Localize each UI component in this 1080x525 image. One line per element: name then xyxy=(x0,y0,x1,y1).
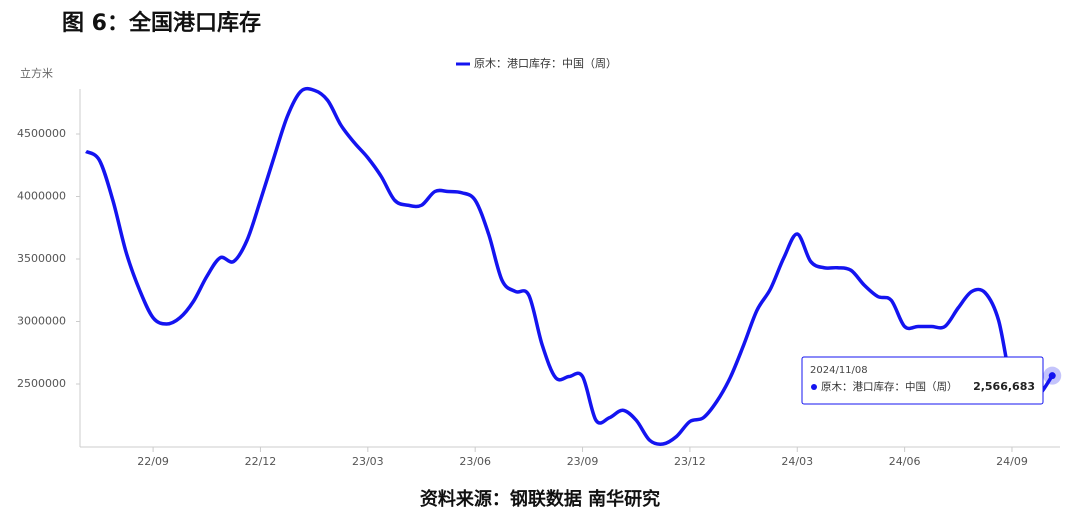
hover-point xyxy=(1048,372,1056,380)
y-tick-label: 3500000 xyxy=(17,252,66,265)
tooltip-value: 2,566,683 xyxy=(973,380,1035,393)
tooltip-marker xyxy=(811,384,817,390)
tooltip: 2024/11/08 原木：港口库存：中国（周） 2,566,683 xyxy=(801,356,1044,405)
chart-title: 图 6：全国港口库存 xyxy=(62,10,261,36)
source-note: 资料来源：钢联数据 南华研究 xyxy=(420,488,660,510)
tooltip-box xyxy=(801,356,1044,405)
x-tick-label: 23/06 xyxy=(459,455,491,468)
legend-label[interactable]: 原木：港口库存：中国（周） xyxy=(474,56,617,70)
x-tick-label: 24/09 xyxy=(996,455,1028,468)
y-tick-label: 2500000 xyxy=(17,377,66,390)
tooltip-date: 2024/11/08 xyxy=(810,365,868,376)
x-tick-label: 22/09 xyxy=(137,455,169,468)
tooltip-series: 原木：港口库存：中国（周） xyxy=(821,380,958,393)
y-tick-label: 4000000 xyxy=(17,190,66,203)
y-axis-label: 立方米 xyxy=(20,66,53,80)
x-tick-label: 24/03 xyxy=(781,455,813,468)
x-tick-label: 23/09 xyxy=(567,455,599,468)
x-tick-label: 23/12 xyxy=(674,455,706,468)
x-tick-label: 24/06 xyxy=(889,455,921,468)
y-tick-label: 4500000 xyxy=(17,127,66,140)
y-tick-label: 3000000 xyxy=(17,315,66,328)
x-tick-label: 23/03 xyxy=(352,455,384,468)
line-series xyxy=(85,86,1054,446)
x-tick-label: 22/12 xyxy=(245,455,277,468)
